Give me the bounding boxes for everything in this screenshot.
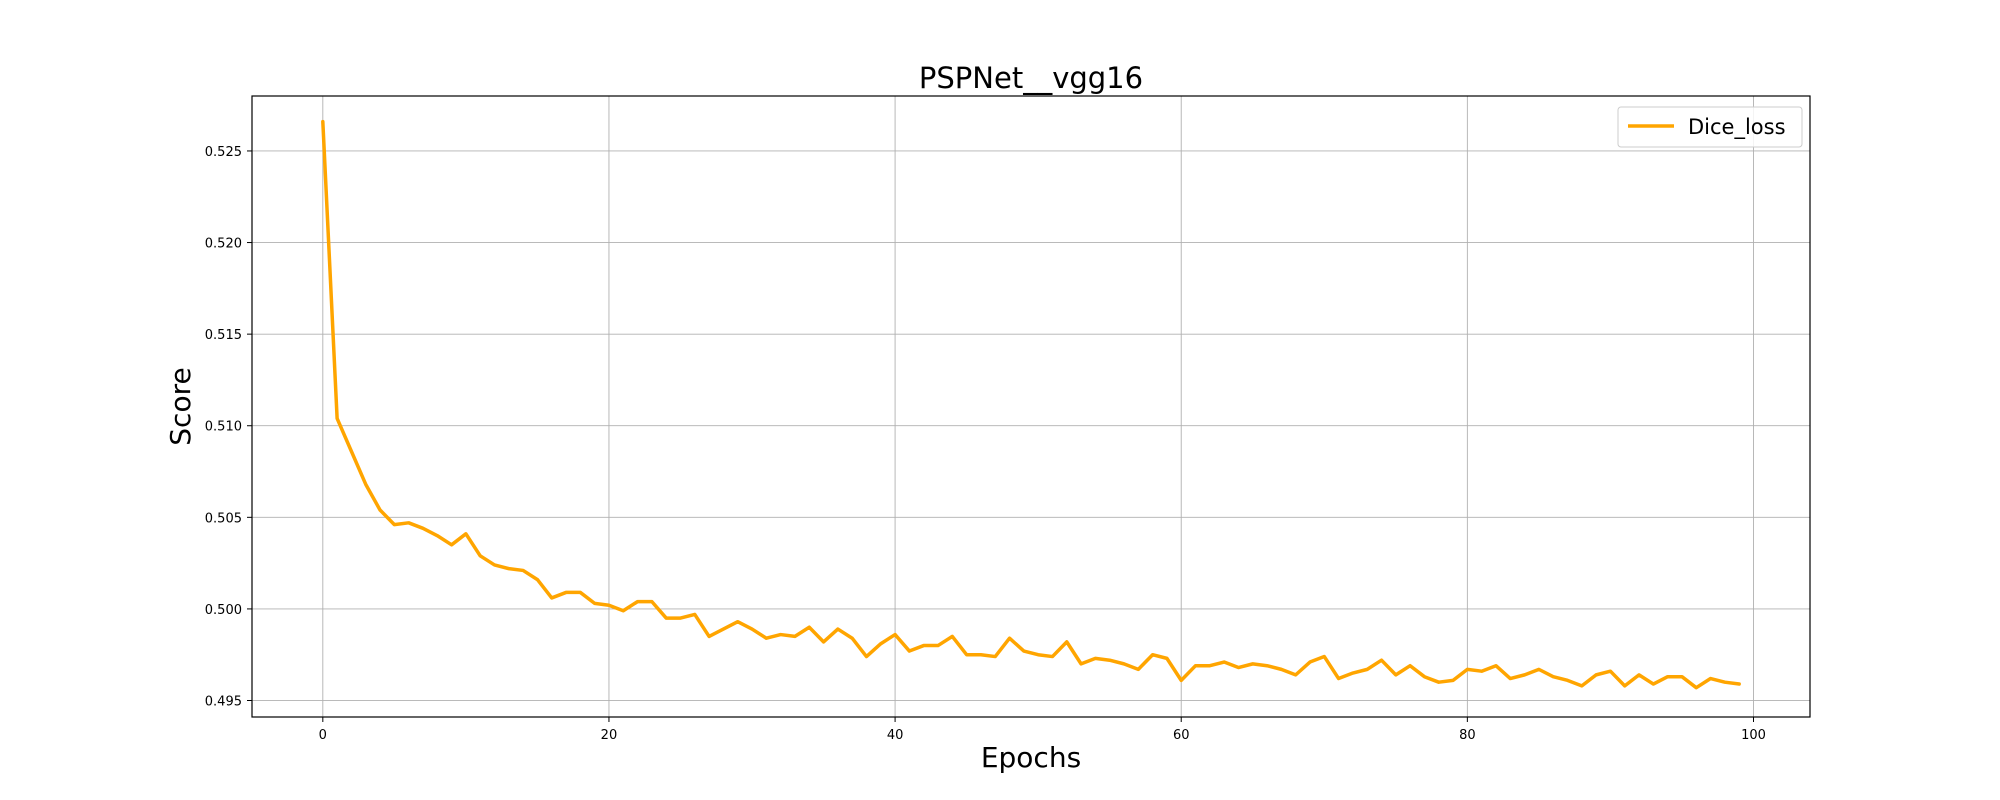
x-tick-label: 100 [1741,728,1766,743]
grid [252,96,1810,717]
y-axis-title: Score [164,367,197,445]
legend: Dice_loss [1617,106,1803,148]
x-tick-label: 0 [319,728,327,743]
y-tick-label: 0.495 [205,695,242,710]
y-tick-label: 0.505 [205,511,242,526]
chart-title: PSPNet__vgg16 [919,61,1143,95]
x-axis-ticks: 0 20 40 60 80 100 [319,717,1766,743]
legend-box [1617,106,1803,148]
y-tick-label: 0.500 [205,603,242,618]
x-axis-title: Epochs [981,741,1081,774]
x-tick-label: 60 [1173,728,1190,743]
y-tick-label: 0.525 [205,145,242,160]
y-tick-label: 0.510 [205,420,242,435]
y-tick-label: 0.520 [205,237,242,252]
series-layer [321,119,1741,690]
x-tick-label: 80 [1459,728,1476,743]
x-tick-label: 20 [601,728,618,743]
x-tick-label: 40 [887,728,904,743]
y-tick-label: 0.515 [205,328,242,343]
series-line-dice-loss [321,119,1741,690]
legend-label-dice-loss: Dice_loss [1688,115,1786,140]
plot-area-frame [251,95,1811,718]
y-axis-ticks: 0.495 0.500 0.505 0.510 0.515 0.520 0.525 [205,145,252,710]
